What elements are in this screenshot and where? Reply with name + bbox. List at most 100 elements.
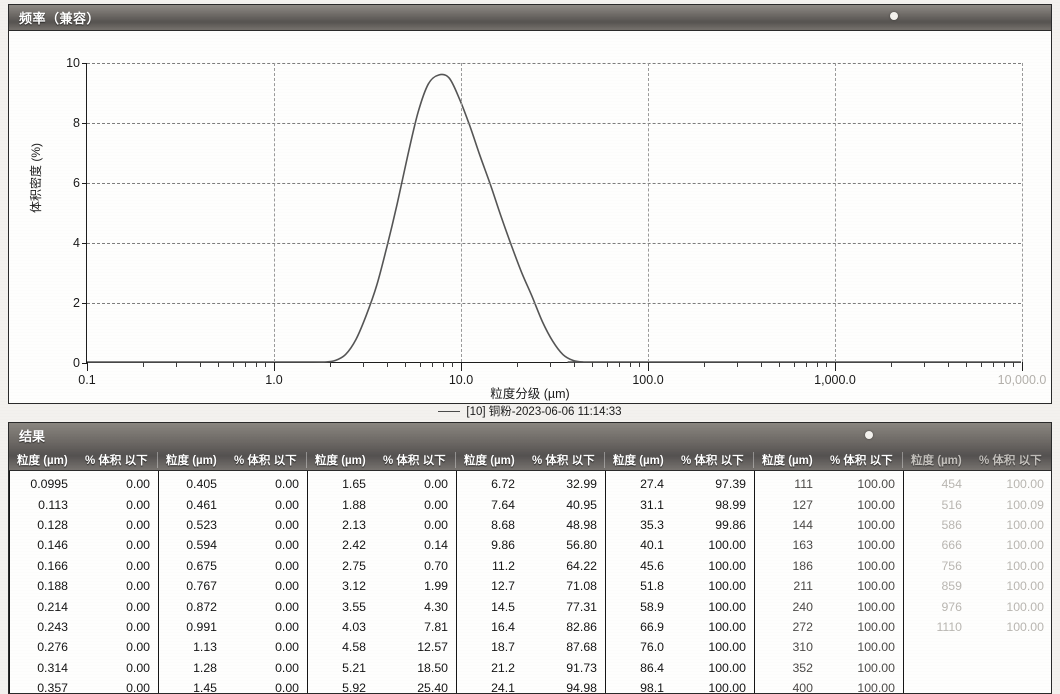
cell-percent: 56.80 xyxy=(566,538,597,553)
table-row[interactable]: 0.357 0.00 xyxy=(10,678,158,693)
cell-size: 163 xyxy=(792,538,813,553)
table-row[interactable]: 21.2 91.73 xyxy=(457,658,605,678)
cell-size: 98.1 xyxy=(640,681,664,693)
table-row[interactable]: 31.1 98.99 xyxy=(606,494,754,514)
table-row[interactable]: 8.68 48.98 xyxy=(457,515,605,535)
table-row[interactable]: 0.594 0.00 xyxy=(159,535,307,555)
table-row[interactable]: 12.7 71.08 xyxy=(457,576,605,596)
table-row[interactable]: 586 100.00 xyxy=(904,515,1051,535)
table-row[interactable]: 4.58 12.57 xyxy=(308,637,456,657)
cell-percent: 4.30 xyxy=(424,599,448,614)
table-row[interactable]: 58.9 100.00 xyxy=(606,596,754,616)
table-row[interactable]: 6.72 32.99 xyxy=(457,474,605,494)
table-row[interactable]: 7.64 40.95 xyxy=(457,494,605,514)
cell-size: 0.113 xyxy=(38,497,68,512)
table-row[interactable]: 163 100.00 xyxy=(755,535,903,555)
table-row[interactable]: 0.461 0.00 xyxy=(159,494,307,514)
table-row[interactable]: 240 100.00 xyxy=(755,596,903,616)
table-row[interactable]: 127 100.00 xyxy=(755,494,903,514)
table-row[interactable]: 0.243 0.00 xyxy=(10,617,158,637)
table-row[interactable]: 0.405 0.00 xyxy=(159,474,307,494)
table-row[interactable]: 756 100.00 xyxy=(904,556,1051,576)
table-row[interactable]: 3.55 4.30 xyxy=(308,596,456,616)
table-row[interactable]: 45.6 100.00 xyxy=(606,556,754,576)
table-row[interactable]: 2.13 0.00 xyxy=(308,515,456,535)
table-row[interactable]: 9.86 56.80 xyxy=(457,535,605,555)
table-row[interactable]: 0.113 0.00 xyxy=(10,494,158,514)
table-row[interactable]: 86.4 100.00 xyxy=(606,658,754,678)
table-row[interactable]: 18.7 87.68 xyxy=(457,637,605,657)
table-row[interactable]: 5.92 25.40 xyxy=(308,678,456,693)
table-row[interactable]: 1110 100.00 xyxy=(904,617,1051,637)
cell-size: 0.675 xyxy=(186,558,217,573)
table-row[interactable]: 0.523 0.00 xyxy=(159,515,307,535)
table-row[interactable]: 0.767 0.00 xyxy=(159,576,307,596)
table-row[interactable]: 0.166 0.00 xyxy=(10,556,158,576)
table-row[interactable]: 27.4 97.39 xyxy=(606,474,754,494)
table-row[interactable]: 11.2 64.22 xyxy=(457,556,605,576)
table-row[interactable]: 1.13 0.00 xyxy=(159,637,307,657)
table-row[interactable]: 666 100.00 xyxy=(904,535,1051,555)
table-row[interactable]: 40.1 100.00 xyxy=(606,535,754,555)
table-row[interactable]: 310 100.00 xyxy=(755,637,903,657)
results-table-body: 0.0995 0.00 0.113 0.00 0.128 0.00 0.146 0.00 0.1… xyxy=(9,471,1051,693)
table-row[interactable]: 76.0 100.00 xyxy=(606,637,754,657)
x-minor-tick xyxy=(330,362,332,367)
table-row[interactable]: 2.75 0.70 xyxy=(308,556,456,576)
table-row[interactable]: 0.276 0.00 xyxy=(10,637,158,657)
table-row[interactable]: 98.1 100.00 xyxy=(606,678,754,693)
cell-percent: 100.00 xyxy=(857,660,895,675)
y-tick-label: 2 xyxy=(73,296,80,310)
table-row[interactable]: 5.21 18.50 xyxy=(308,658,456,678)
x-tick-label: 0.1 xyxy=(78,373,96,387)
x-tick-mark xyxy=(835,362,836,371)
table-row[interactable]: 0.675 0.00 xyxy=(159,556,307,576)
cell-size: 0.594 xyxy=(186,538,217,553)
table-row[interactable]: 0.188 0.00 xyxy=(10,576,158,596)
table-row[interactable]: 1.45 0.00 xyxy=(159,678,307,693)
table-row[interactable]: 0.128 0.00 xyxy=(10,515,158,535)
table-row[interactable]: 3.12 1.99 xyxy=(308,576,456,596)
cell-size: 0.0995 xyxy=(30,477,68,492)
table-row[interactable]: 186 100.00 xyxy=(755,556,903,576)
table-row[interactable]: 144 100.00 xyxy=(755,515,903,535)
table-row[interactable]: 211 100.00 xyxy=(755,576,903,596)
table-row[interactable]: 272 100.00 xyxy=(755,617,903,637)
table-row[interactable]: 51.8 100.00 xyxy=(606,576,754,596)
table-row[interactable]: 0.214 0.00 xyxy=(10,596,158,616)
table-row[interactable]: 1.88 0.00 xyxy=(308,494,456,514)
table-row[interactable]: 516 100.09 xyxy=(904,494,1051,514)
x-gridline xyxy=(274,63,275,362)
table-row[interactable]: 4.03 7.81 xyxy=(308,617,456,637)
table-row[interactable]: 0.146 0.00 xyxy=(10,535,158,555)
table-row[interactable]: 1.28 0.00 xyxy=(159,658,307,678)
y-axis-label: 体积密度 (%) xyxy=(29,143,43,213)
table-row[interactable]: 111 100.00 xyxy=(755,474,903,494)
table-row[interactable]: 0.872 0.00 xyxy=(159,596,307,616)
cell-percent: 64.22 xyxy=(566,558,597,573)
table-column: 0.0995 0.00 0.113 0.00 0.128 0.00 0.146 0.00 0.1… xyxy=(9,471,158,693)
table-row[interactable]: 352 100.00 xyxy=(755,658,903,678)
table-row[interactable]: 14.5 77.31 xyxy=(457,596,605,616)
table-row[interactable]: 400 100.00 xyxy=(755,678,903,693)
table-row[interactable]: 1.65 0.00 xyxy=(308,474,456,494)
table-row[interactable]: 35.3 99.86 xyxy=(606,515,754,535)
cell-size: 666 xyxy=(941,538,962,553)
y-tick-label: 8 xyxy=(73,116,80,130)
cell-percent: 100.00 xyxy=(708,599,746,614)
table-row[interactable]: 0.0995 0.00 xyxy=(10,474,158,494)
cell-percent: 0.00 xyxy=(126,599,150,614)
table-row[interactable]: 0.314 0.00 xyxy=(10,658,158,678)
header-size: 粒度 (µm) xyxy=(613,455,664,467)
table-row[interactable]: 24.1 94.98 xyxy=(457,678,605,693)
table-row[interactable]: 0.991 0.00 xyxy=(159,617,307,637)
chart-titlebar: 频率（兼容） xyxy=(9,5,1051,31)
x-minor-tick xyxy=(419,362,421,367)
table-row[interactable]: 859 100.00 xyxy=(904,576,1051,596)
table-row[interactable]: 2.42 0.14 xyxy=(308,535,456,555)
cell-size: 516 xyxy=(941,497,962,512)
table-row[interactable]: 66.9 100.00 xyxy=(606,617,754,637)
table-row[interactable]: 976 100.00 xyxy=(904,596,1051,616)
table-row[interactable]: 16.4 82.86 xyxy=(457,617,605,637)
table-row[interactable]: 454 100.00 xyxy=(904,474,1051,494)
